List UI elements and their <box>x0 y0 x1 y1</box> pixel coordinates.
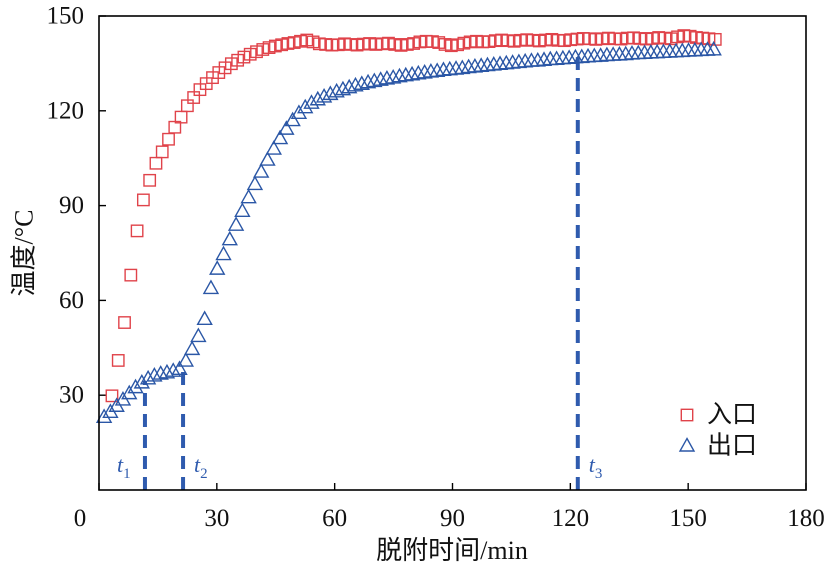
outlet-data-point <box>265 140 282 155</box>
outlet-data-point <box>428 62 446 77</box>
inlet-data-points <box>105 29 722 403</box>
outlet-data-point <box>234 202 251 217</box>
outlet-data-point <box>95 408 113 424</box>
y-tick-label: 150 <box>47 3 85 30</box>
inlet-data-point <box>155 145 169 159</box>
t2-marker-label: t2 <box>194 452 208 482</box>
outlet-data-point <box>359 73 377 89</box>
outlet-data-point <box>202 279 220 295</box>
x-tick-label: 180 <box>787 505 825 532</box>
t3-marker-label: t3 <box>589 452 603 482</box>
marker-label-symbol: t <box>589 452 596 477</box>
outlet-data-point <box>454 59 471 75</box>
outlet-data-point <box>347 76 364 92</box>
outlet-data-point <box>334 80 352 96</box>
outlet-data-point <box>127 378 144 394</box>
time-markers: t1 t2 t3 <box>117 57 602 490</box>
axes-ticks: 0 30 60 90 120 150 180 30 60 90 120 150 <box>47 3 825 533</box>
outlet-data-point <box>378 69 396 85</box>
y-axis-title: 温度/°C <box>10 210 39 297</box>
marker-label-subscript: 2 <box>200 466 208 482</box>
outlet-data-point <box>133 373 151 389</box>
inlet-data-point <box>105 389 119 403</box>
outlet-data-point <box>177 352 194 367</box>
outlet-data-point <box>196 310 213 326</box>
outlet-data-point <box>152 365 169 380</box>
outlet-data-point <box>372 71 389 86</box>
outlet-data-point <box>284 111 301 127</box>
outlet-data-point <box>278 120 295 135</box>
inlet-data-point <box>130 224 144 238</box>
x-tick-label: 120 <box>552 505 590 532</box>
outlet-data-point <box>403 65 421 81</box>
outlet-data-point <box>384 69 402 84</box>
outlet-data-point <box>253 163 270 178</box>
outlet-data-point <box>705 40 722 56</box>
inlet-data-point <box>149 156 163 170</box>
outlet-data-point <box>410 64 427 80</box>
outlet-data-point <box>328 82 345 98</box>
outlet-data-point <box>158 363 176 379</box>
outlet-data-point <box>366 72 383 88</box>
inlet-data-point <box>143 173 157 187</box>
x-axis-title: 脱附时间/min <box>376 536 528 565</box>
outlet-data-point <box>391 67 408 83</box>
y-tick-label: 60 <box>59 287 84 314</box>
outlet-data-point <box>416 63 433 79</box>
x-tick-label: 90 <box>440 505 465 532</box>
inlet-data-point <box>136 193 150 207</box>
marker-label-symbol: t <box>117 452 124 477</box>
legend-label-outlet: 出口 <box>707 432 757 460</box>
outlet-data-point <box>297 98 314 114</box>
outlet-data-point <box>259 151 276 166</box>
outlet-data-point <box>246 175 264 191</box>
x-tick-label: 0 <box>74 505 87 532</box>
outlet-data-point <box>139 369 157 385</box>
marker-label-subscript: 1 <box>123 466 131 482</box>
outlet-data-point <box>303 94 320 109</box>
outlet-data-points <box>95 40 722 424</box>
legend: 入口 出口 <box>678 402 757 460</box>
y-tick-label: 30 <box>59 382 84 409</box>
data-points <box>95 29 722 424</box>
outlet-data-point <box>397 66 414 82</box>
inlet-data-point <box>162 132 175 146</box>
y-tick-label: 90 <box>59 192 84 219</box>
legend-triangle-marker-icon <box>678 437 696 452</box>
legend-label-inlet: 入口 <box>707 402 757 429</box>
x-tick-label: 30 <box>204 505 229 532</box>
marker-label-subscript: 3 <box>595 466 603 482</box>
outlet-data-point <box>322 85 339 101</box>
plot-frame <box>98 15 807 491</box>
inlet-data-point <box>118 316 131 329</box>
outlet-data-point <box>215 245 232 261</box>
outlet-data-point <box>227 216 245 231</box>
inlet-data-point <box>111 354 125 367</box>
x-tick-label: 60 <box>322 505 347 532</box>
outlet-data-point <box>190 327 207 343</box>
outlet-data-point <box>171 360 188 375</box>
outlet-data-point <box>341 78 358 94</box>
outlet-data-point <box>221 230 238 246</box>
outlet-data-point <box>240 188 257 204</box>
outlet-data-point <box>271 129 289 145</box>
legend-square-marker-icon <box>680 408 694 422</box>
outlet-data-point <box>183 340 201 356</box>
x-tick-label: 150 <box>669 505 707 532</box>
inlet-data-point <box>124 268 138 282</box>
outlet-data-point <box>165 362 182 377</box>
marker-label-symbol: t <box>194 452 201 477</box>
outlet-data-point <box>209 260 226 275</box>
y-tick-label: 120 <box>47 97 85 124</box>
outlet-data-point <box>353 75 370 90</box>
outlet-data-point <box>315 87 333 103</box>
outlet-data-point <box>146 366 163 382</box>
t1-marker-label: t1 <box>117 452 131 482</box>
outlet-data-point <box>309 90 326 106</box>
